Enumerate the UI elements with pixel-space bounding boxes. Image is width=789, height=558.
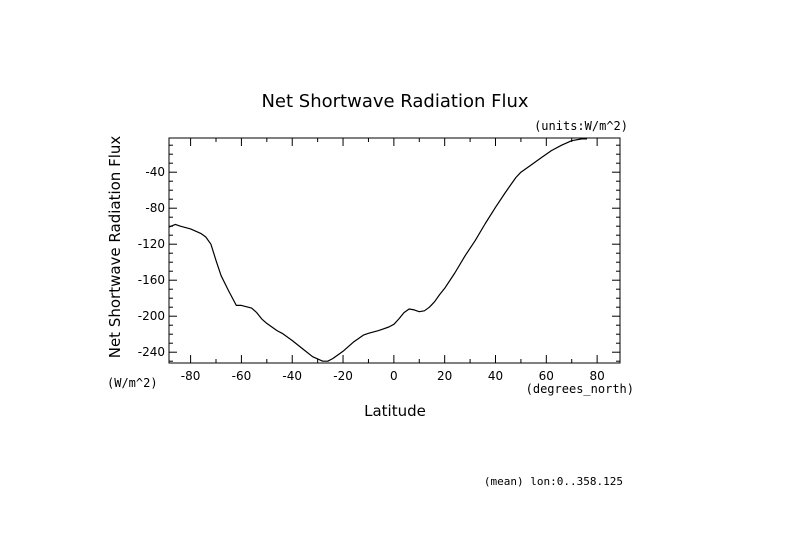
x-tick-label: 80 (589, 369, 604, 383)
y-tick-label: -120 (138, 237, 165, 251)
y-tick-labels: -40 -80 -120 -160 -200 -240 (138, 165, 165, 359)
y-tick-label: -160 (138, 273, 165, 287)
y-axis-label: Net Shortwave Radiation Flux (106, 136, 124, 359)
y-tick-label: -80 (145, 201, 165, 215)
x-tick-label: 60 (539, 369, 554, 383)
axis-ticks (169, 138, 620, 363)
chart-title: Net Shortwave Radiation Flux (261, 91, 528, 112)
y-tick-label: -40 (145, 165, 165, 179)
x-tick-label: 40 (488, 369, 503, 383)
x-tick-label: 20 (437, 369, 452, 383)
x-tick-label: -40 (282, 369, 302, 383)
x-tick-label: 0 (390, 369, 398, 383)
x-tick-labels: -80 -60 -40 -20 0 20 40 60 80 (181, 369, 605, 383)
units-label: (units:W/m^2) (534, 119, 628, 133)
x-tick-label: -80 (181, 369, 201, 383)
x-units-label: (degrees_north) (526, 382, 634, 396)
x-tick-label: -60 (232, 369, 252, 383)
y-units-label: (W/m^2) (107, 376, 158, 390)
x-tick-label: -20 (333, 369, 353, 383)
footnote: (mean) lon:0..358.125 (484, 475, 623, 488)
y-tick-label: -200 (138, 309, 165, 323)
series-line (168, 138, 587, 362)
plot-frame (168, 137, 621, 364)
y-tick-label: -240 (138, 345, 165, 359)
x-axis-label: Latitude (364, 402, 426, 420)
